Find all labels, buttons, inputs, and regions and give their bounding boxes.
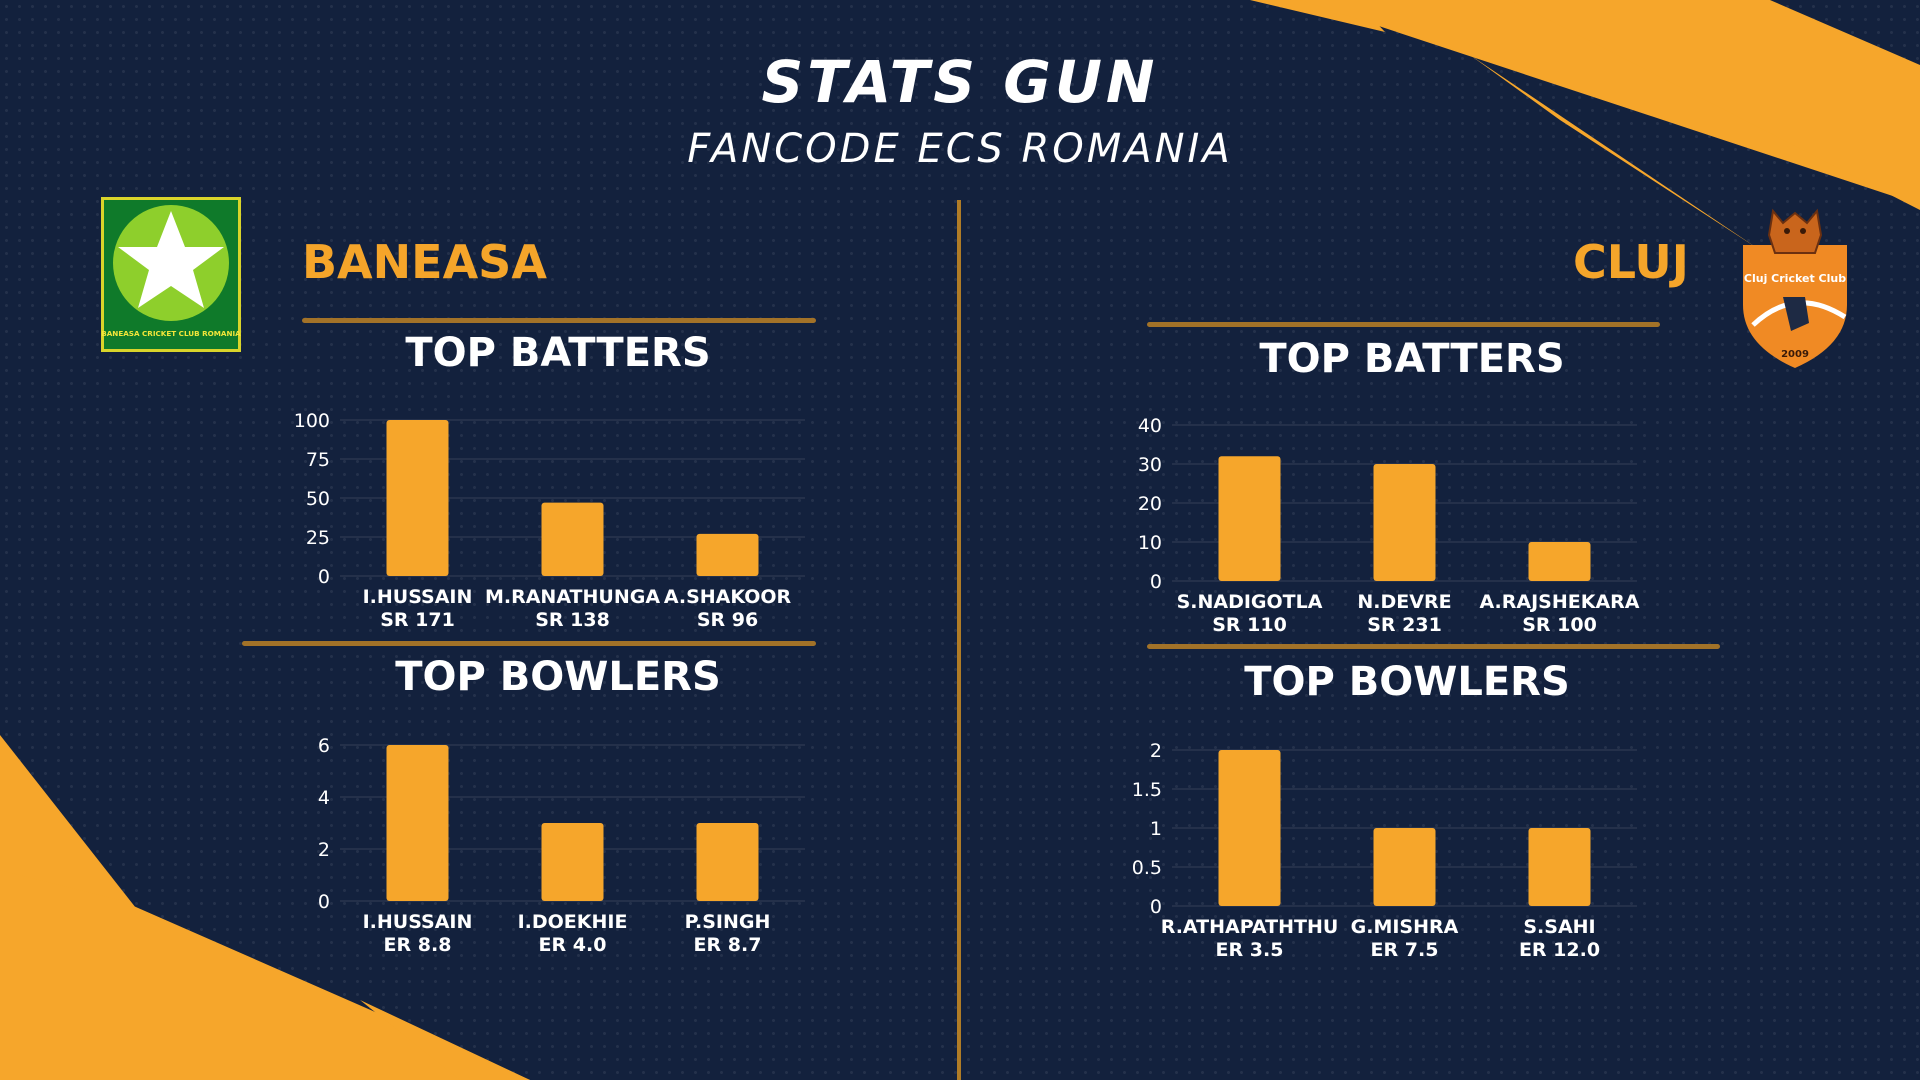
bar [1528, 542, 1591, 581]
x-category-label: R.ATHAPATHTHU [1161, 916, 1339, 938]
page-title: STATS GUN [761, 48, 1159, 116]
y-tick-label: 0 [318, 891, 330, 913]
x-category-label: I.DOEKHIE [518, 911, 628, 933]
bar [386, 420, 449, 576]
x-stat-label: SR 171 [380, 609, 455, 631]
cricketer-icon [1783, 297, 1809, 331]
baneasa-mid-rule [242, 641, 816, 646]
x-stat-label: SR 96 [697, 609, 758, 631]
x-stat-label: ER 3.5 [1216, 939, 1284, 961]
x-category-label: M.RANATHUNGA [485, 586, 660, 608]
center-divider [957, 200, 961, 1080]
y-tick-label: 20 [1138, 493, 1162, 515]
page-subtitle: FANCODE ECS ROMANIA [687, 126, 1233, 172]
y-tick-label: 0 [318, 566, 330, 588]
x-category-label: A.SHAKOOR [664, 586, 792, 608]
bar [1373, 828, 1436, 906]
y-tick-label: 0 [1150, 896, 1162, 918]
y-tick-label: 0 [1150, 571, 1162, 593]
bar [1218, 456, 1281, 581]
bear-eye-right [1800, 228, 1806, 234]
cluj-logo-year: 2009 [1781, 349, 1809, 360]
x-stat-label: SR 110 [1212, 614, 1287, 636]
bar [1528, 828, 1591, 906]
y-tick-label: 2 [1150, 740, 1162, 762]
bar [1218, 750, 1281, 906]
cluj-logo-text: Cluj Cricket Club [1744, 272, 1846, 285]
x-stat-label: ER 7.5 [1371, 939, 1439, 961]
x-category-label: A.RAJSHEKARA [1479, 591, 1639, 613]
x-category-label: P.SINGH [685, 911, 771, 933]
bear-icon [1767, 208, 1823, 254]
y-tick-label: 4 [318, 787, 330, 809]
bar [541, 502, 604, 576]
x-stat-label: ER 8.7 [694, 934, 762, 956]
x-stat-label: SR 138 [535, 609, 610, 631]
x-category-label: S.NADIGOTLA [1177, 591, 1323, 613]
x-stat-label: ER 8.8 [384, 934, 452, 956]
y-tick-label: 1 [1150, 818, 1162, 840]
x-category-label: N.DEVRE [1357, 591, 1451, 613]
x-stat-label: ER 12.0 [1519, 939, 1600, 961]
cluj-header-rule [1147, 322, 1660, 327]
stripe-top-3 [1510, 0, 1920, 210]
cluj-bowlers-title: TOP BOWLERS [1244, 659, 1570, 705]
baneasa-logo: BANEASA CRICKET CLUB ROMANIA [101, 197, 241, 352]
team-name-baneasa: BANEASA [302, 235, 547, 289]
y-tick-label: 2 [318, 839, 330, 861]
x-stat-label: SR 231 [1367, 614, 1442, 636]
team-name-cluj: CLUJ [1573, 235, 1689, 289]
bar [386, 745, 449, 901]
bar [696, 823, 759, 901]
stripe-top-4 [1470, 55, 1760, 250]
cluj-logo: Cluj Cricket Club 2009 [1743, 208, 1847, 368]
y-tick-label: 40 [1138, 415, 1162, 437]
y-tick-label: 100 [294, 410, 330, 432]
x-category-label: I.HUSSAIN [363, 586, 473, 608]
bar [541, 823, 604, 901]
y-tick-label: 1.5 [1132, 779, 1162, 801]
x-stat-label: ER 4.0 [539, 934, 607, 956]
x-category-label: G.MISHRA [1351, 916, 1459, 938]
y-tick-label: 0.5 [1132, 857, 1162, 879]
y-tick-label: 10 [1138, 532, 1162, 554]
y-tick-label: 25 [306, 527, 330, 549]
star-icon [118, 211, 224, 308]
y-tick-label: 50 [306, 488, 330, 510]
stripe-bottom-3 [360, 1000, 530, 1080]
y-tick-label: 75 [306, 449, 330, 471]
baneasa-bowlers-title: TOP BOWLERS [395, 654, 721, 700]
bar [1373, 464, 1436, 581]
bar [696, 533, 759, 576]
y-tick-label: 6 [318, 735, 330, 757]
x-category-label: S.SAHI [1523, 916, 1595, 938]
bear-eye-left [1784, 228, 1790, 234]
baneasa-header-rule [302, 318, 816, 323]
cluj-batters-title: TOP BATTERS [1259, 336, 1565, 382]
x-category-label: I.HUSSAIN [363, 911, 473, 933]
baneasa-batters-title: TOP BATTERS [405, 330, 711, 376]
cluj-mid-rule [1147, 644, 1720, 649]
y-tick-label: 30 [1138, 454, 1162, 476]
x-stat-label: SR 100 [1522, 614, 1597, 636]
baneasa-logo-text: BANEASA CRICKET CLUB ROMANIA [101, 329, 241, 338]
